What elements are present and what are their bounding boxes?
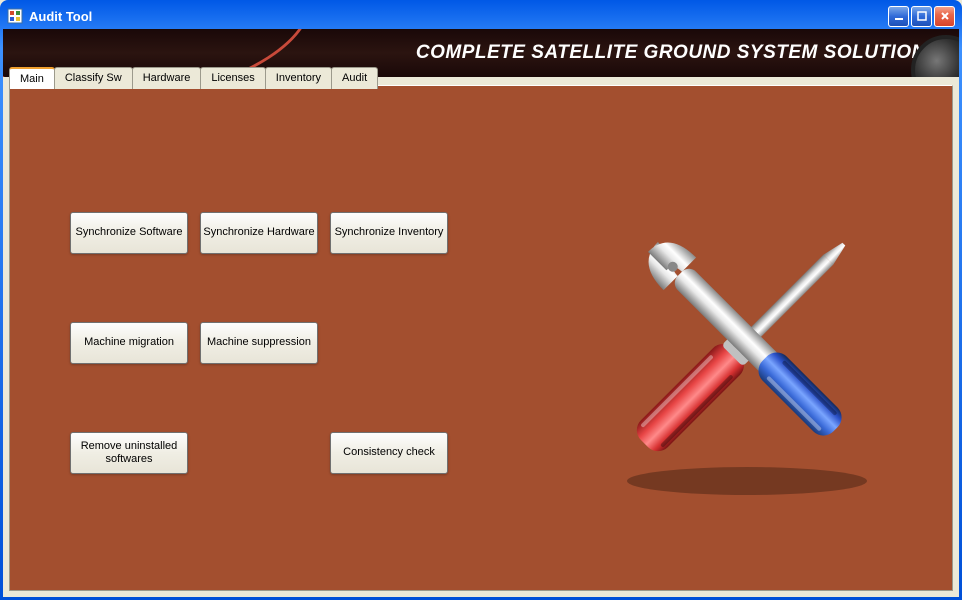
app-window: Audit Tool COMPLETE SATELLITE GROUND SYS… xyxy=(0,0,962,600)
tab-inventory[interactable]: Inventory xyxy=(265,67,332,89)
window-title: Audit Tool xyxy=(29,9,888,24)
tab-licenses[interactable]: Licenses xyxy=(200,67,265,89)
app-icon xyxy=(7,8,23,24)
remove-uninstalled-button[interactable]: Remove uninstalled softwares xyxy=(70,432,188,474)
tab-hardware[interactable]: Hardware xyxy=(132,67,202,89)
tab-main[interactable]: Main xyxy=(9,67,55,89)
minimize-button[interactable] xyxy=(888,6,909,27)
tab-content-main: Synchronize Software Synchronize Hardwar… xyxy=(9,85,953,591)
tools-illustration xyxy=(582,176,912,506)
sync-hardware-button[interactable]: Synchronize Hardware xyxy=(200,212,318,254)
machine-migration-button[interactable]: Machine migration xyxy=(70,322,188,364)
banner-title: COMPLETE SATELLITE GROUND SYSTEM SOLUTIO… xyxy=(416,42,939,64)
tab-strip: Main Classify Sw Hardware Licenses Inven… xyxy=(9,67,377,89)
machine-suppression-button[interactable]: Machine suppression xyxy=(200,322,318,364)
tab-audit[interactable]: Audit xyxy=(331,67,378,89)
tab-classify-sw[interactable]: Classify Sw xyxy=(54,67,133,89)
window-controls xyxy=(888,6,955,27)
maximize-button[interactable] xyxy=(911,6,932,27)
sync-inventory-button[interactable]: Synchronize Inventory xyxy=(330,212,448,254)
titlebar[interactable]: Audit Tool xyxy=(3,3,959,29)
sync-software-button[interactable]: Synchronize Software xyxy=(70,212,188,254)
close-button[interactable] xyxy=(934,6,955,27)
consistency-check-button[interactable]: Consistency check xyxy=(330,432,448,474)
client-area: COMPLETE SATELLITE GROUND SYSTEM SOLUTIO… xyxy=(3,29,959,597)
